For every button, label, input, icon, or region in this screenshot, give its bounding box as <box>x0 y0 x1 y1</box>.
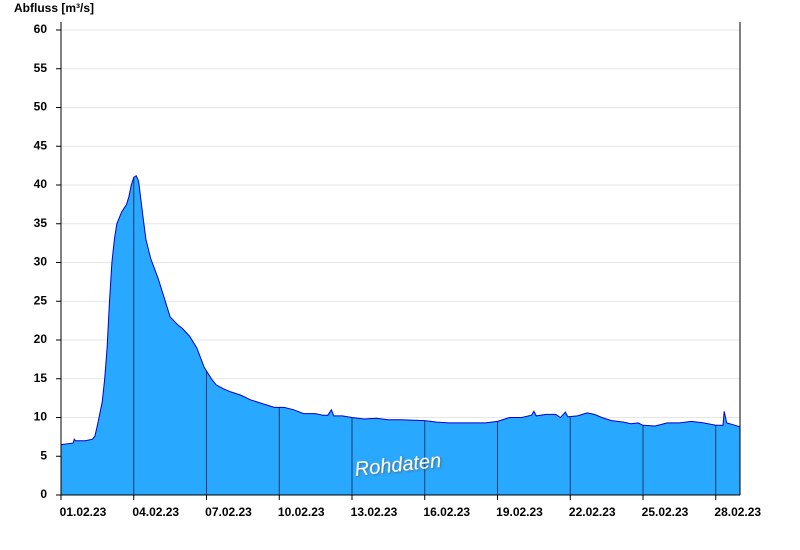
x-tick-label: 28.02.23 <box>714 505 761 519</box>
y-tick-label: 30 <box>34 255 48 269</box>
x-tick-label: 01.02.23 <box>60 505 107 519</box>
y-tick-label: 15 <box>34 371 48 385</box>
x-tick-label: 07.02.23 <box>205 505 252 519</box>
y-tick-label: 55 <box>34 61 48 75</box>
area-line <box>60 174 741 446</box>
x-tick-label: 13.02.23 <box>351 505 398 519</box>
x-tick-label: 19.02.23 <box>496 505 543 519</box>
x-tick-label: 16.02.23 <box>423 505 470 519</box>
x-tick-label: 25.02.23 <box>642 505 689 519</box>
y-tick-label: 60 <box>34 22 48 36</box>
y-tick-label: 25 <box>34 293 48 307</box>
y-tick-label: 45 <box>34 138 48 152</box>
x-tick-label: 22.02.23 <box>569 505 616 519</box>
x-tick-label: 04.02.23 <box>132 505 179 519</box>
y-tick-label: 10 <box>34 410 48 424</box>
y-tick-label: 50 <box>34 100 48 114</box>
area <box>61 175 740 495</box>
y-tick-label: 0 <box>40 487 47 501</box>
y-tick-label: 5 <box>40 448 47 462</box>
y-tick-label: 20 <box>34 332 48 346</box>
y-tick-label: 35 <box>34 216 48 230</box>
x-tick-label: 10.02.23 <box>278 505 325 519</box>
y-axis-label: Abfluss [m³/s] <box>14 1 94 15</box>
y-tick-label: 40 <box>34 177 48 191</box>
